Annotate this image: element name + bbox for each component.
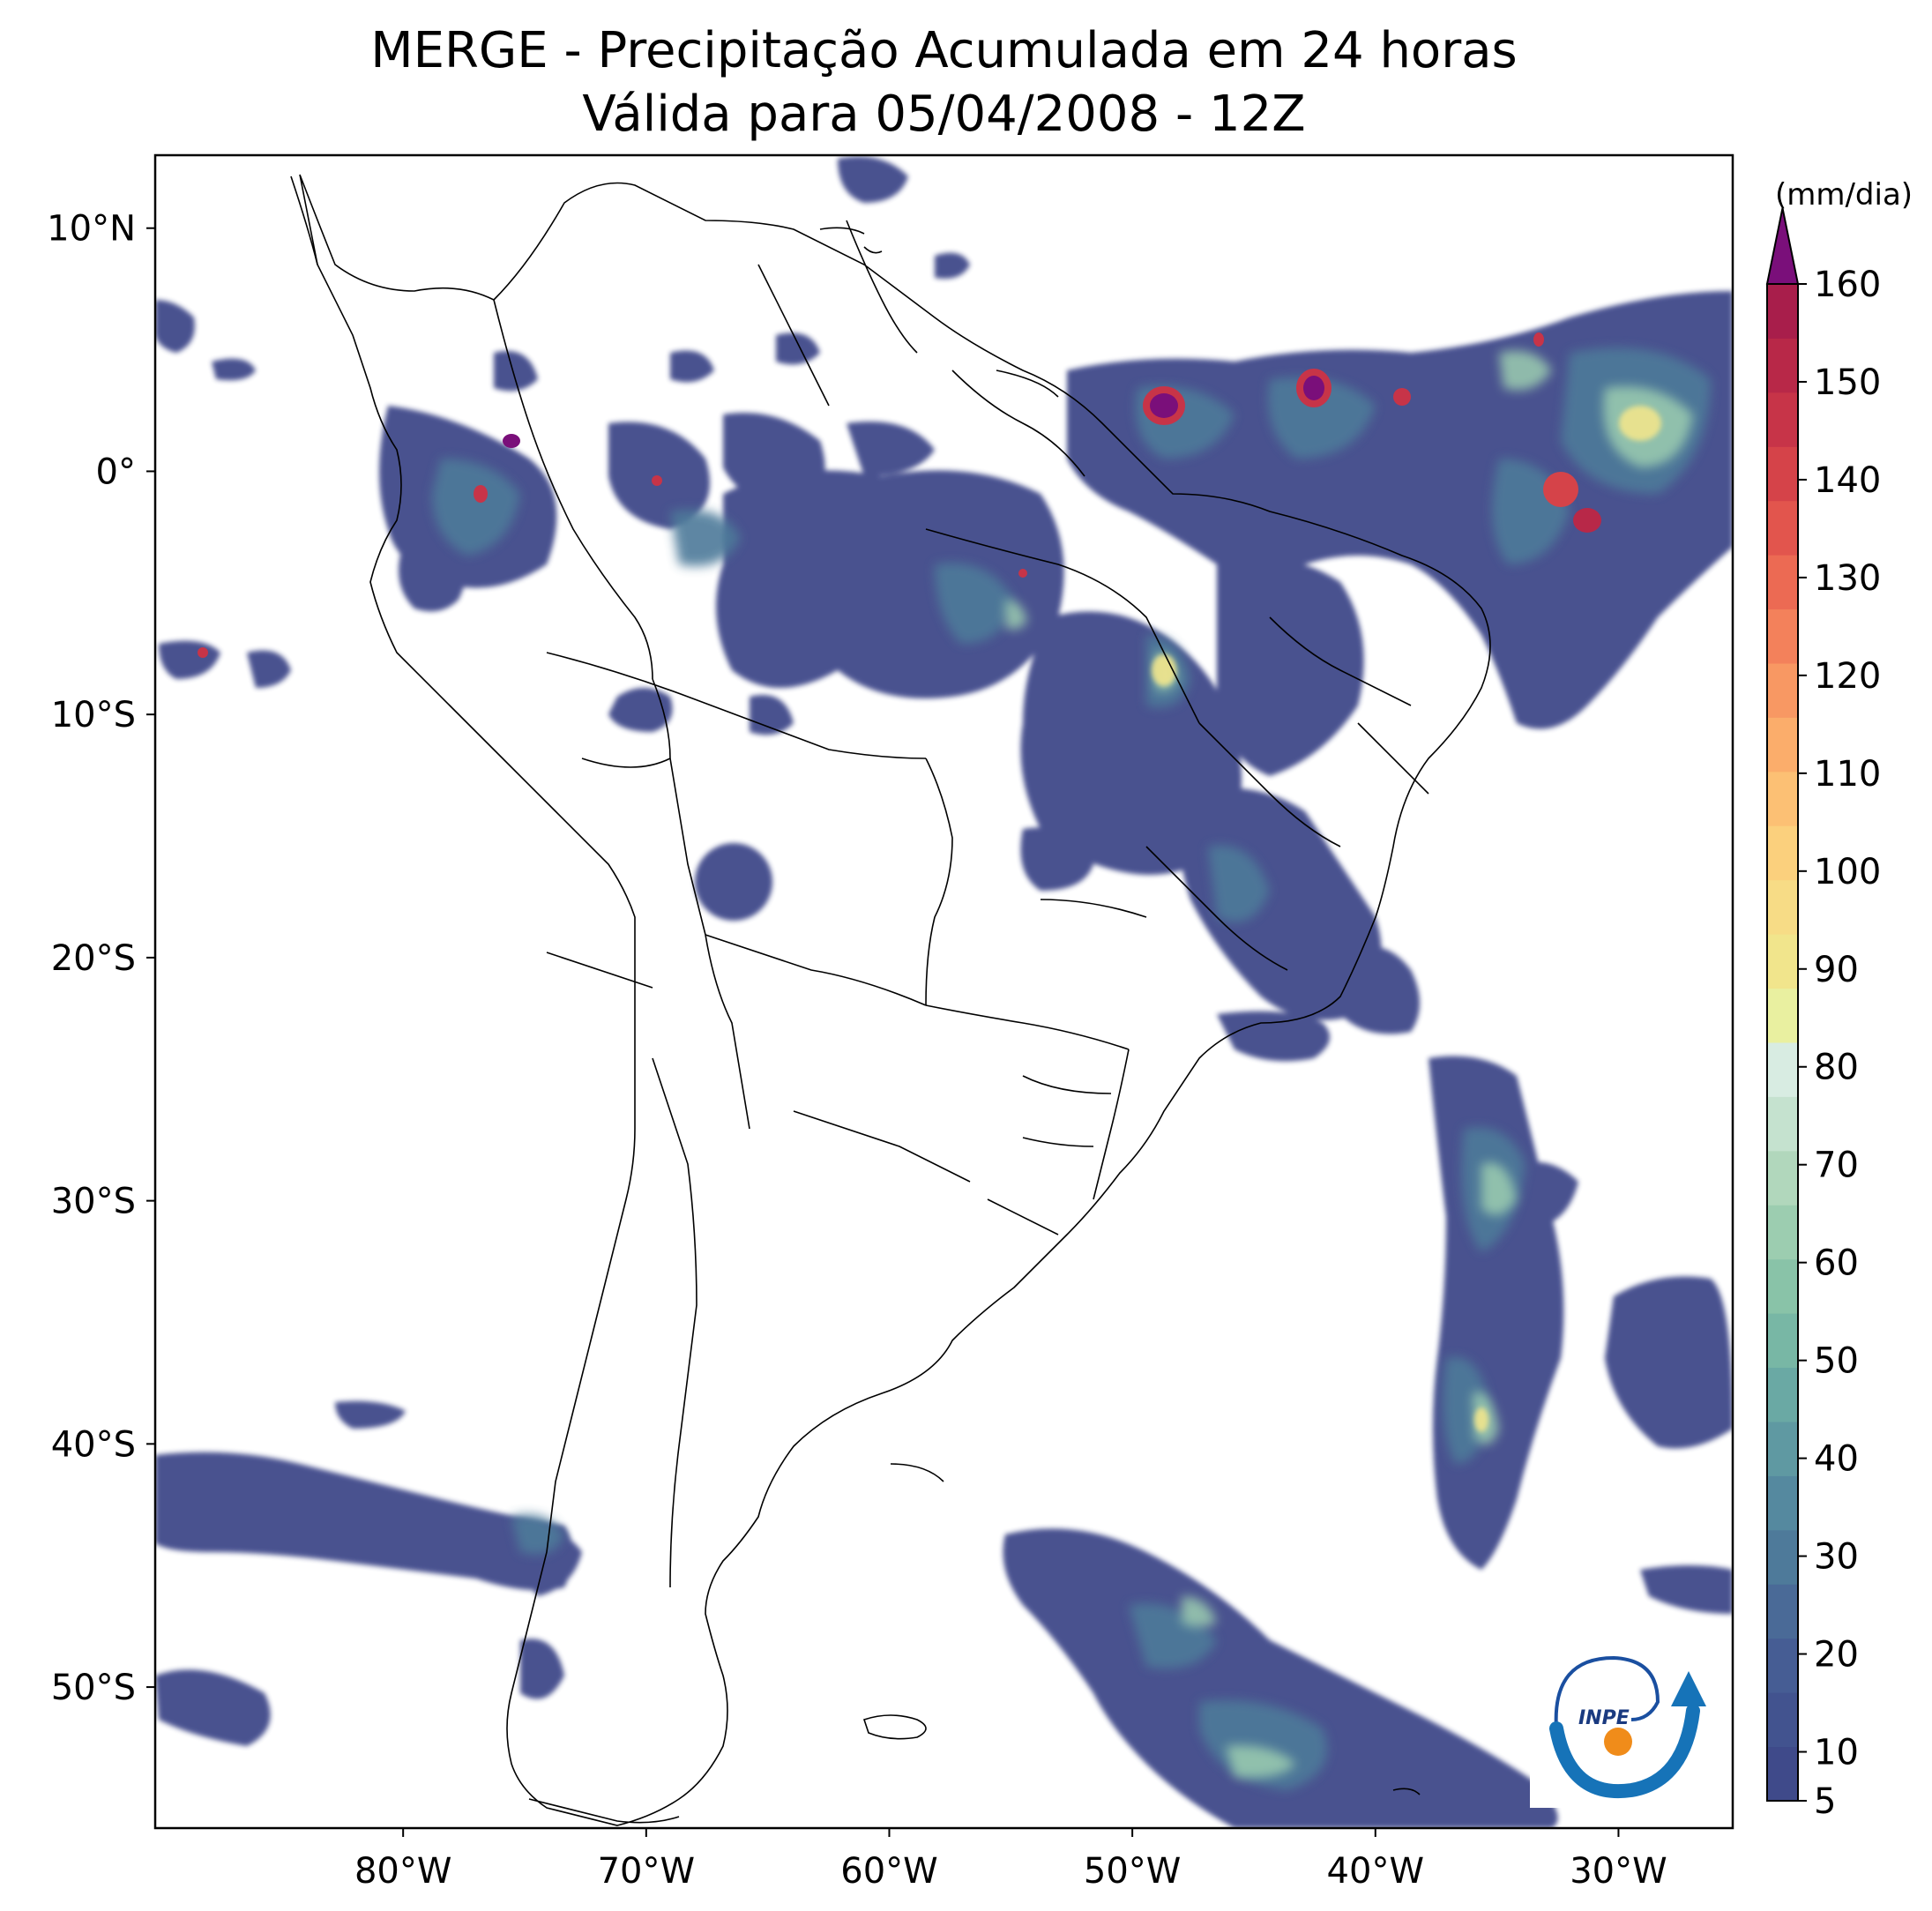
colorbar-swatch bbox=[1767, 988, 1798, 1043]
lat-tick-label: 0° bbox=[96, 452, 136, 492]
colorbar-tick-label: 130 bbox=[1814, 558, 1881, 599]
colorbar-swatch bbox=[1767, 1746, 1798, 1802]
lat-tick-label: 40°S bbox=[51, 1424, 136, 1465]
lon-tick-label: 60°W bbox=[840, 1851, 937, 1892]
colorbar-swatch bbox=[1767, 500, 1798, 556]
colorbar: (mm/dia) 5 10 20 30 40 50 60 70 80 90 100 110 120 130… bbox=[1765, 177, 1913, 1822]
colorbar-unit-label: (mm/dia) bbox=[1775, 177, 1913, 213]
colorbar-swatch bbox=[1767, 1422, 1798, 1476]
colorbar-swatch bbox=[1767, 934, 1798, 989]
coastline-borders bbox=[290, 174, 1491, 1826]
colorbar-tick-label: 70 bbox=[1814, 1146, 1859, 1186]
colorbar-swatch bbox=[1767, 1042, 1798, 1097]
colorbar-tick-label: 90 bbox=[1814, 950, 1859, 990]
precipitation-field bbox=[155, 156, 1733, 1828]
colorbar-tick-label: 5 bbox=[1814, 1781, 1836, 1822]
lat-tick-label: 20°S bbox=[51, 938, 136, 979]
colorbar-tick-label: 40 bbox=[1814, 1439, 1859, 1480]
colorbar-tick-label: 10 bbox=[1814, 1733, 1859, 1773]
colorbar-swatch bbox=[1767, 663, 1798, 718]
map-title: MERGE - Precipitação Acumulada em 24 hor… bbox=[370, 22, 1518, 79]
map-subtitle: Válida para 05/04/2008 - 12Z bbox=[582, 86, 1306, 143]
colorbar-ticks: 5 10 20 30 40 50 60 70 80 90 100 110 120 130 140 150 160 bbox=[1798, 265, 1881, 1822]
colorbar-swatch bbox=[1767, 879, 1798, 935]
colorbar-tick-label: 30 bbox=[1814, 1537, 1859, 1578]
colorbar-swatches bbox=[1767, 284, 1798, 1802]
colorbar-swatch bbox=[1767, 1692, 1798, 1748]
colorbar-swatch bbox=[1767, 1313, 1798, 1369]
colorbar-swatch bbox=[1767, 1150, 1798, 1206]
lat-tick-label: 30°S bbox=[51, 1182, 136, 1222]
longitude-axis: 80°W 70°W 60°W 50°W 40°W 30°W bbox=[354, 1828, 1667, 1892]
colorbar-swatch bbox=[1767, 608, 1798, 664]
colorbar-swatch bbox=[1767, 1258, 1798, 1314]
colorbar-tick-label: 150 bbox=[1814, 362, 1881, 403]
colorbar-swatch bbox=[1767, 555, 1798, 610]
colorbar-swatch bbox=[1767, 338, 1798, 393]
lat-tick-label: 50°S bbox=[51, 1668, 136, 1708]
lat-tick-label: 10°N bbox=[47, 209, 136, 250]
colorbar-tick-label: 120 bbox=[1814, 656, 1881, 697]
lon-tick-label: 30°W bbox=[1570, 1851, 1667, 1892]
colorbar-swatch bbox=[1767, 771, 1798, 826]
colorbar-tick-label: 100 bbox=[1814, 852, 1881, 892]
lon-tick-label: 40°W bbox=[1327, 1851, 1424, 1892]
colorbar-swatch bbox=[1767, 1475, 1798, 1531]
lon-tick-label: 80°W bbox=[354, 1851, 451, 1892]
lon-tick-label: 50°W bbox=[1084, 1851, 1181, 1892]
inpe-logo-text: INPE bbox=[1578, 1707, 1630, 1729]
colorbar-swatch bbox=[1767, 1205, 1798, 1260]
lat-tick-label: 10°S bbox=[51, 695, 136, 735]
colorbar-swatch bbox=[1767, 1096, 1798, 1152]
inpe-logo: INPE bbox=[1530, 1627, 1706, 1808]
colorbar-swatch bbox=[1767, 446, 1798, 502]
colorbar-swatch bbox=[1767, 392, 1798, 447]
colorbar-tick-label: 50 bbox=[1814, 1341, 1859, 1382]
lon-tick-label: 70°W bbox=[598, 1851, 695, 1892]
colorbar-tick-label: 110 bbox=[1814, 754, 1881, 795]
colorbar-swatch bbox=[1767, 1638, 1798, 1693]
colorbar-swatch bbox=[1767, 825, 1798, 881]
colorbar-swatch bbox=[1767, 717, 1798, 773]
colorbar-tick-label: 20 bbox=[1814, 1635, 1859, 1676]
latitude-axis: 10°N 0° 10°S 20°S 30°S 40°S 50°S bbox=[47, 209, 155, 1708]
colorbar-over-arrow bbox=[1765, 207, 1800, 285]
colorbar-frame bbox=[1766, 283, 1799, 1802]
colorbar-tick-label: 80 bbox=[1814, 1048, 1859, 1088]
colorbar-swatch bbox=[1767, 1529, 1798, 1585]
colorbar-tick-label: 160 bbox=[1814, 265, 1881, 305]
colorbar-tick-label: 140 bbox=[1814, 460, 1881, 501]
colorbar-swatch bbox=[1767, 284, 1798, 339]
colorbar-swatch bbox=[1767, 1367, 1798, 1422]
colorbar-swatch bbox=[1767, 1584, 1798, 1639]
colorbar-tick-label: 60 bbox=[1814, 1243, 1859, 1284]
